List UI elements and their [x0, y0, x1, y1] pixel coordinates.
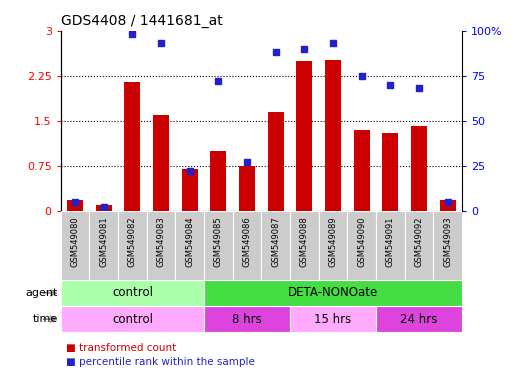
Text: agent: agent [26, 288, 58, 298]
Bar [354, 130, 370, 211]
Point [444, 199, 452, 205]
Point [243, 159, 251, 165]
Bar [67, 200, 83, 211]
Bar [204, 306, 290, 332]
FancyBboxPatch shape [319, 211, 347, 280]
Text: GSM549083: GSM549083 [156, 216, 166, 267]
Point [386, 82, 394, 88]
Text: GSM549089: GSM549089 [328, 216, 337, 267]
Bar [382, 133, 398, 211]
Bar [211, 151, 226, 211]
FancyBboxPatch shape [61, 211, 89, 280]
Text: GSM549092: GSM549092 [414, 216, 423, 267]
Bar [290, 306, 376, 332]
Bar [61, 280, 204, 306]
Text: GSM549087: GSM549087 [271, 216, 280, 267]
Point [157, 40, 165, 46]
Text: GSM549093: GSM549093 [443, 216, 452, 267]
Point [128, 31, 137, 37]
Point [300, 46, 308, 52]
Text: GSM549082: GSM549082 [128, 216, 137, 267]
FancyBboxPatch shape [290, 211, 319, 280]
Text: GSM549088: GSM549088 [300, 216, 309, 267]
Bar [376, 306, 462, 332]
Text: GSM549080: GSM549080 [71, 216, 80, 267]
Bar [182, 169, 197, 211]
FancyBboxPatch shape [89, 211, 118, 280]
Point [415, 85, 423, 91]
Text: time: time [33, 314, 58, 324]
FancyBboxPatch shape [233, 211, 261, 280]
Text: ■ transformed count: ■ transformed count [66, 343, 176, 353]
Text: control: control [112, 313, 153, 326]
FancyBboxPatch shape [404, 211, 433, 280]
Text: GSM549091: GSM549091 [386, 216, 395, 267]
Bar [268, 112, 284, 211]
Point [357, 73, 366, 79]
Text: GSM549081: GSM549081 [99, 216, 108, 267]
FancyBboxPatch shape [118, 211, 147, 280]
Text: 15 hrs: 15 hrs [314, 313, 352, 326]
Point [99, 204, 108, 210]
Bar [325, 60, 341, 211]
FancyBboxPatch shape [433, 211, 462, 280]
Text: GSM549085: GSM549085 [214, 216, 223, 267]
Text: GSM549084: GSM549084 [185, 216, 194, 267]
Point [271, 49, 280, 55]
Text: control: control [112, 286, 153, 300]
FancyBboxPatch shape [347, 211, 376, 280]
Text: GDS4408 / 1441681_at: GDS4408 / 1441681_at [61, 14, 222, 28]
Bar [96, 205, 111, 211]
Text: GSM549086: GSM549086 [242, 216, 251, 267]
Text: GSM549090: GSM549090 [357, 216, 366, 267]
Bar [411, 126, 427, 211]
Bar [204, 280, 462, 306]
Bar [125, 82, 140, 211]
FancyBboxPatch shape [147, 211, 175, 280]
Bar [153, 115, 169, 211]
Bar [61, 306, 204, 332]
Text: 8 hrs: 8 hrs [232, 313, 262, 326]
Bar [239, 166, 255, 211]
FancyBboxPatch shape [204, 211, 233, 280]
Text: DETA-NONOate: DETA-NONOate [288, 286, 378, 300]
Point [185, 168, 194, 174]
Text: ■ percentile rank within the sample: ■ percentile rank within the sample [66, 357, 255, 367]
Point [329, 40, 337, 46]
Point [214, 78, 223, 84]
Bar [297, 61, 312, 211]
Bar [440, 200, 456, 211]
Text: 24 hrs: 24 hrs [400, 313, 438, 326]
FancyBboxPatch shape [261, 211, 290, 280]
FancyBboxPatch shape [175, 211, 204, 280]
Point [71, 199, 79, 205]
FancyBboxPatch shape [376, 211, 404, 280]
